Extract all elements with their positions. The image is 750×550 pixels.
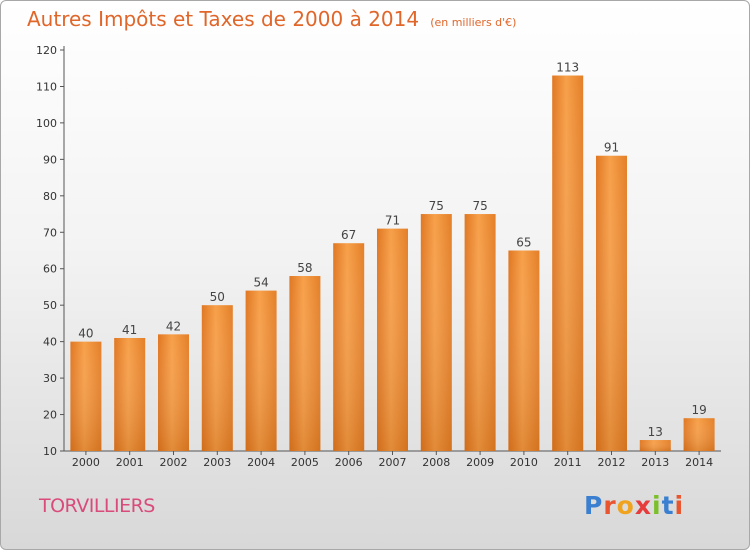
data-label: 50 xyxy=(210,290,225,304)
title-row: Autres Impôts et Taxes de 2000 à 2014 (e… xyxy=(27,7,516,31)
bar-shade xyxy=(596,155,627,451)
y-tick-label: 30 xyxy=(43,372,57,385)
y-tick-label: 60 xyxy=(43,263,57,276)
data-label: 41 xyxy=(122,323,137,337)
logo-letter: t xyxy=(661,491,675,520)
x-tick-label: 2004 xyxy=(247,456,275,469)
x-tick-label: 2002 xyxy=(160,456,188,469)
data-label: 42 xyxy=(166,319,181,333)
data-label: 40 xyxy=(78,327,93,341)
commune-name: TORVILLIERS xyxy=(39,495,155,517)
x-tick-label: 2003 xyxy=(203,456,231,469)
data-label: 75 xyxy=(429,199,444,213)
y-tick-label: 100 xyxy=(36,117,57,130)
chart-subtitle: (en milliers d'€) xyxy=(430,16,517,29)
y-tick-label: 90 xyxy=(43,153,57,166)
bar-shade xyxy=(552,75,584,451)
y-tick-label: 70 xyxy=(43,226,57,239)
bars xyxy=(70,75,715,451)
bar-shade xyxy=(158,334,189,451)
data-label: 91 xyxy=(604,141,619,155)
data-label: 75 xyxy=(472,199,487,213)
y-tick-label: 50 xyxy=(43,299,57,312)
y-tick-label: 40 xyxy=(43,336,57,349)
x-tick-label: 2007 xyxy=(379,456,407,469)
x-tick-label: 2012 xyxy=(598,456,626,469)
chart-title: Autres Impôts et Taxes de 2000 à 2014 xyxy=(27,7,420,31)
y-tick-label: 110 xyxy=(36,80,57,93)
bar-shade xyxy=(377,228,408,451)
data-label: 67 xyxy=(341,228,356,242)
axes: 10 20 30 40 50 60 70 80 90 100 110 120 2000 2001 2002 2… xyxy=(36,44,721,469)
x-tick-label: 2008 xyxy=(422,456,450,469)
data-label: 54 xyxy=(253,276,268,290)
bar-shade xyxy=(508,250,540,451)
bar-shade xyxy=(70,341,102,451)
bar-shade xyxy=(420,214,452,451)
bar-shade xyxy=(683,418,715,451)
x-tick-label: 2005 xyxy=(291,456,319,469)
x-tick-label: 2013 xyxy=(641,456,669,469)
bar-shade xyxy=(464,214,496,451)
data-label: 58 xyxy=(297,261,312,275)
logo-letter: x xyxy=(634,491,652,520)
bar-shade xyxy=(245,290,277,451)
data-label: 71 xyxy=(385,214,400,228)
x-tick-label: 2006 xyxy=(335,456,363,469)
x-tick-label: 2010 xyxy=(510,456,538,469)
y-tick-label: 120 xyxy=(36,44,57,57)
y-tick-label: 80 xyxy=(43,190,57,203)
x-tick-label: 2001 xyxy=(116,456,144,469)
bar-shade xyxy=(289,276,321,451)
logo-letter: r xyxy=(603,491,617,520)
x-tick-label: 2009 xyxy=(466,456,494,469)
x-tick-label: 2011 xyxy=(554,456,582,469)
logo-letter: P xyxy=(584,491,604,520)
proxiti-logo: Proxiti xyxy=(584,491,684,520)
bar-shade xyxy=(201,305,233,451)
logo-letter: i xyxy=(652,491,662,520)
bar-shade xyxy=(639,440,671,451)
y-tick-label: 20 xyxy=(43,409,57,422)
bar-shade xyxy=(114,337,146,451)
data-label: 13 xyxy=(648,425,663,439)
x-tick-label: 2014 xyxy=(685,456,713,469)
y-tick-label: 10 xyxy=(43,445,57,458)
data-label: 65 xyxy=(516,236,531,250)
data-labels: 40 41 42 50 54 58 67 71 75 75 65 113 91 13 19 xyxy=(78,61,706,440)
bar-shade xyxy=(333,243,365,451)
x-tick-label: 2000 xyxy=(72,456,100,469)
logo-letter: i xyxy=(674,491,685,520)
logo-letter: o xyxy=(616,491,635,520)
data-label: 113 xyxy=(556,61,579,75)
data-label: 19 xyxy=(691,403,706,417)
